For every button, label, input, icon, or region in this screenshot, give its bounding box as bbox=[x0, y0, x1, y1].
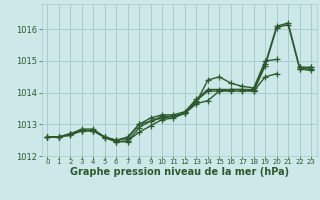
X-axis label: Graphe pression niveau de la mer (hPa): Graphe pression niveau de la mer (hPa) bbox=[70, 167, 289, 177]
